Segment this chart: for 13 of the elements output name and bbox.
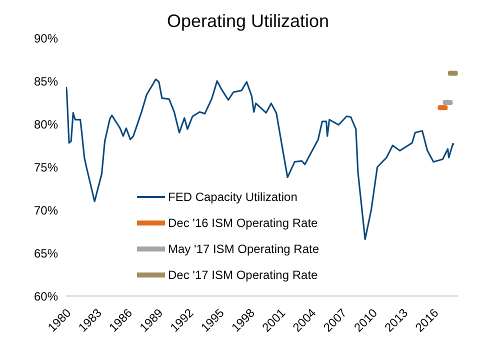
y-tick-label: 80% bbox=[34, 117, 58, 132]
chart-title: Operating Utilization bbox=[166, 11, 330, 31]
legend-label: May '17 ISM Operating Rate bbox=[168, 241, 320, 258]
y-tick-label: 75% bbox=[34, 160, 58, 174]
y-tick-label: 85% bbox=[34, 74, 58, 88]
legend-label: Dec '17 ISM Operating Rate bbox=[168, 267, 318, 284]
legend-label: Dec '16 ISM Operating Rate bbox=[168, 215, 318, 232]
legend-label: FED Capacity Utilization bbox=[168, 189, 298, 206]
line-series bbox=[66, 78, 455, 240]
y-tick-label: 65% bbox=[34, 246, 58, 260]
y-tick-label: 90% bbox=[34, 31, 58, 46]
y-tick-label: 70% bbox=[34, 203, 58, 218]
y-tick-label: 60% bbox=[34, 289, 58, 304]
